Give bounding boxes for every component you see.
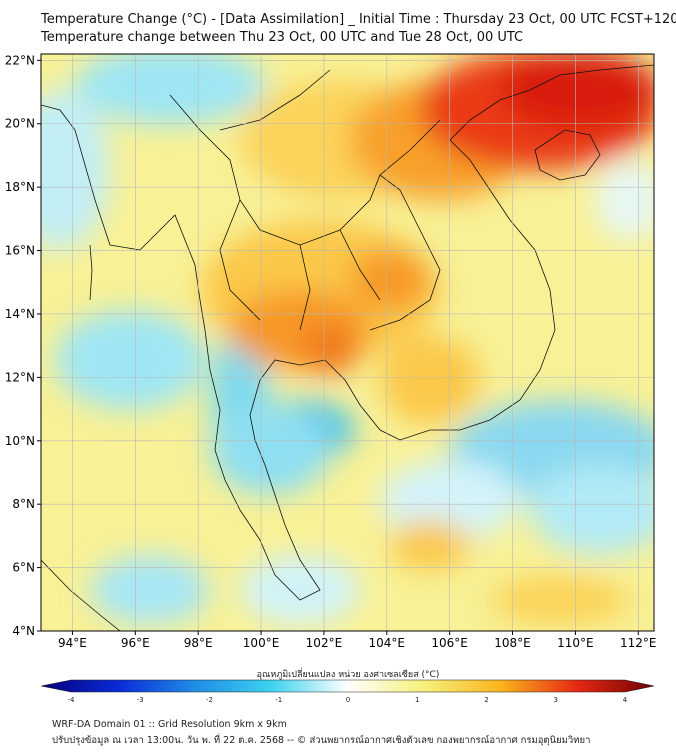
colorbar-tick-label: 1	[415, 696, 419, 704]
colorbar-tick-label: -1	[275, 696, 282, 704]
temperature-field	[41, 54, 654, 631]
footer-update-info: ปรับปรุงข้อมูล ณ เวลา 13:00น. วัน พ. ที่…	[52, 735, 591, 746]
colorbar-tick-label: 3	[554, 696, 558, 704]
lon-tick-label: 96°E	[121, 636, 150, 650]
colorbar-tick-label: 0	[346, 696, 350, 704]
map-title: Temperature Change (°C) - [Data Assimila…	[41, 12, 676, 27]
mainland-coastline	[41, 64, 654, 601]
lat-tick-label: 4°N	[12, 624, 35, 638]
sumatra-outline	[41, 559, 121, 631]
colorbar-tick-label: 4	[623, 696, 628, 704]
graticule	[41, 54, 654, 631]
lon-tick-label: 110°E	[557, 636, 594, 650]
lon-tick-label: 108°E	[494, 636, 531, 650]
lat-tick-label: 14°N	[5, 307, 35, 321]
internal-borders	[169, 69, 441, 331]
lat-tick-label: 10°N	[5, 434, 35, 448]
lat-tick-label: 8°N	[12, 497, 35, 511]
axis-ticks: 94°E 96°E 98°E 100°E 102°E 104°E 106°E 108°E 110…	[5, 53, 657, 650]
lon-tick-label: 100°E	[243, 636, 280, 650]
lon-tick-label: 98°E	[184, 636, 213, 650]
lon-tick-label: 106°E	[431, 636, 468, 650]
lon-tick-label: 112°E	[620, 636, 657, 650]
colorbar-tick-label: -3	[137, 696, 144, 704]
map-subtitle: Temperature change between Thu 23 Oct, 0…	[41, 30, 524, 45]
colorbar-tick-label: -4	[68, 696, 76, 704]
colorbar-tick-label: -2	[206, 696, 213, 704]
map-frame	[40, 53, 655, 632]
lat-tick-label: 22°N	[5, 53, 35, 67]
colorbar	[40, 679, 655, 693]
colorbar-tick-label: 2	[484, 696, 488, 704]
lat-tick-label: 20°N	[5, 117, 35, 131]
coastlines	[41, 64, 654, 631]
lat-tick-label: 6°N	[12, 561, 35, 575]
lon-tick-label: 102°E	[306, 636, 343, 650]
andaman-islands-outline	[89, 244, 93, 301]
lat-tick-label: 18°N	[5, 180, 35, 194]
colorbar-ticks: -4 -3 -2 -1 0 1 2 3 4	[68, 696, 628, 704]
lon-tick-label: 94°E	[58, 636, 87, 650]
lon-tick-label: 104°E	[369, 636, 406, 650]
lat-tick-label: 16°N	[5, 244, 35, 258]
hainan-island-outline	[534, 129, 601, 181]
lat-tick-label: 12°N	[5, 370, 35, 384]
footer-model-info: WRF-DA Domain 01 :: Grid Resolution 9km …	[52, 719, 287, 730]
colorbar-label: อุณหภูมิเปลี่ยนแปลง หน่วย องศาเซลเซียส (…	[257, 667, 440, 680]
